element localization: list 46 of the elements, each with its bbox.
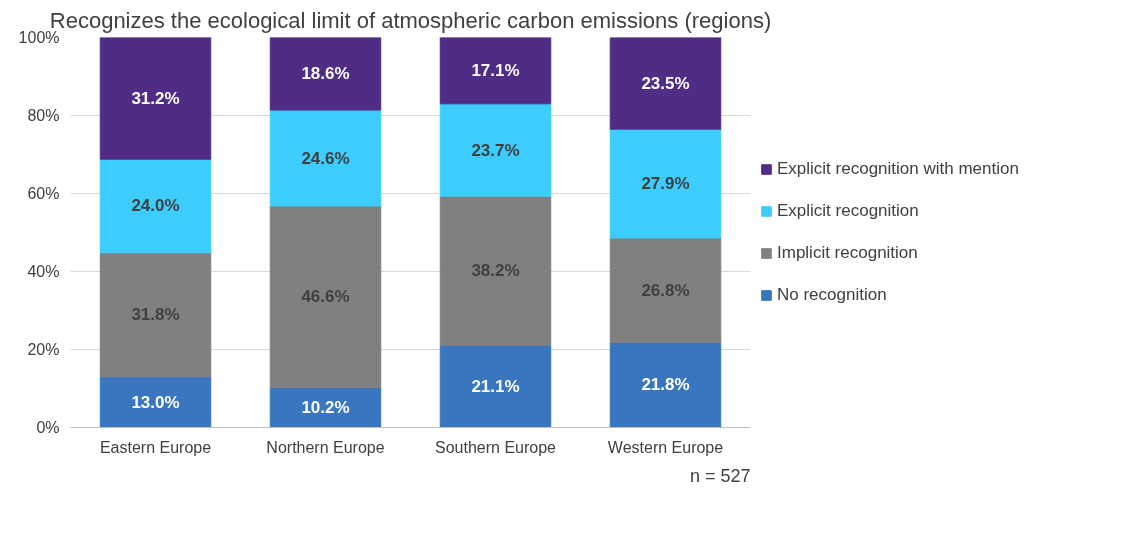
bar (99, 252, 212, 378)
data-label: 27.9% (641, 174, 690, 194)
data-label: 21.1% (471, 376, 520, 396)
text: n = 527 (689, 465, 751, 486)
bar (439, 195, 552, 346)
data-label: 13.0% (131, 392, 180, 412)
data-label: 18.6% (301, 64, 350, 84)
legend-label: Explicit recognition (777, 201, 919, 221)
data-label: 46.6% (301, 287, 350, 307)
data-label: 24.6% (301, 148, 350, 168)
x-tick-label: Northern Europe (266, 438, 385, 456)
data-label: 31.8% (131, 305, 180, 325)
bar (269, 205, 382, 389)
bar (99, 158, 212, 254)
data-label: 23.5% (641, 73, 690, 93)
bar (269, 37, 382, 111)
x-tick-label: Western Europe (607, 438, 724, 456)
bar (609, 237, 722, 343)
x-tick-label: Southern Europe (435, 438, 557, 456)
legend-label: No recognition (777, 285, 887, 305)
bar (439, 103, 552, 197)
y-tick-label: 60% (27, 185, 60, 202)
data-label: 21.8% (641, 375, 690, 395)
legend-label: Implicit recognition (777, 243, 918, 263)
bar (99, 37, 212, 160)
bar (609, 341, 722, 428)
y-tick-label: 40% (27, 263, 60, 280)
data-label: 26.8% (641, 280, 690, 300)
bar (439, 344, 552, 428)
bar (609, 37, 722, 130)
data-label: 24.0% (131, 196, 180, 216)
x-tick-label: Eastern Europe (99, 438, 212, 456)
data-label: 23.7% (471, 140, 520, 160)
y-tick-label: 0% (36, 419, 60, 436)
data-label: 10.2% (301, 398, 350, 418)
bar (439, 37, 552, 105)
bar (609, 128, 722, 239)
bar (99, 376, 212, 428)
data-label: 38.2% (471, 261, 520, 281)
legend-label: Explicit recognition with mention (777, 159, 1019, 179)
y-tick-label: 80% (27, 107, 60, 124)
data-label: 31.2% (131, 88, 180, 108)
y-tick-label: 20% (27, 341, 60, 358)
bar (269, 109, 382, 207)
data-label: 17.1% (471, 60, 520, 80)
y-tick-label: 100% (18, 29, 60, 46)
